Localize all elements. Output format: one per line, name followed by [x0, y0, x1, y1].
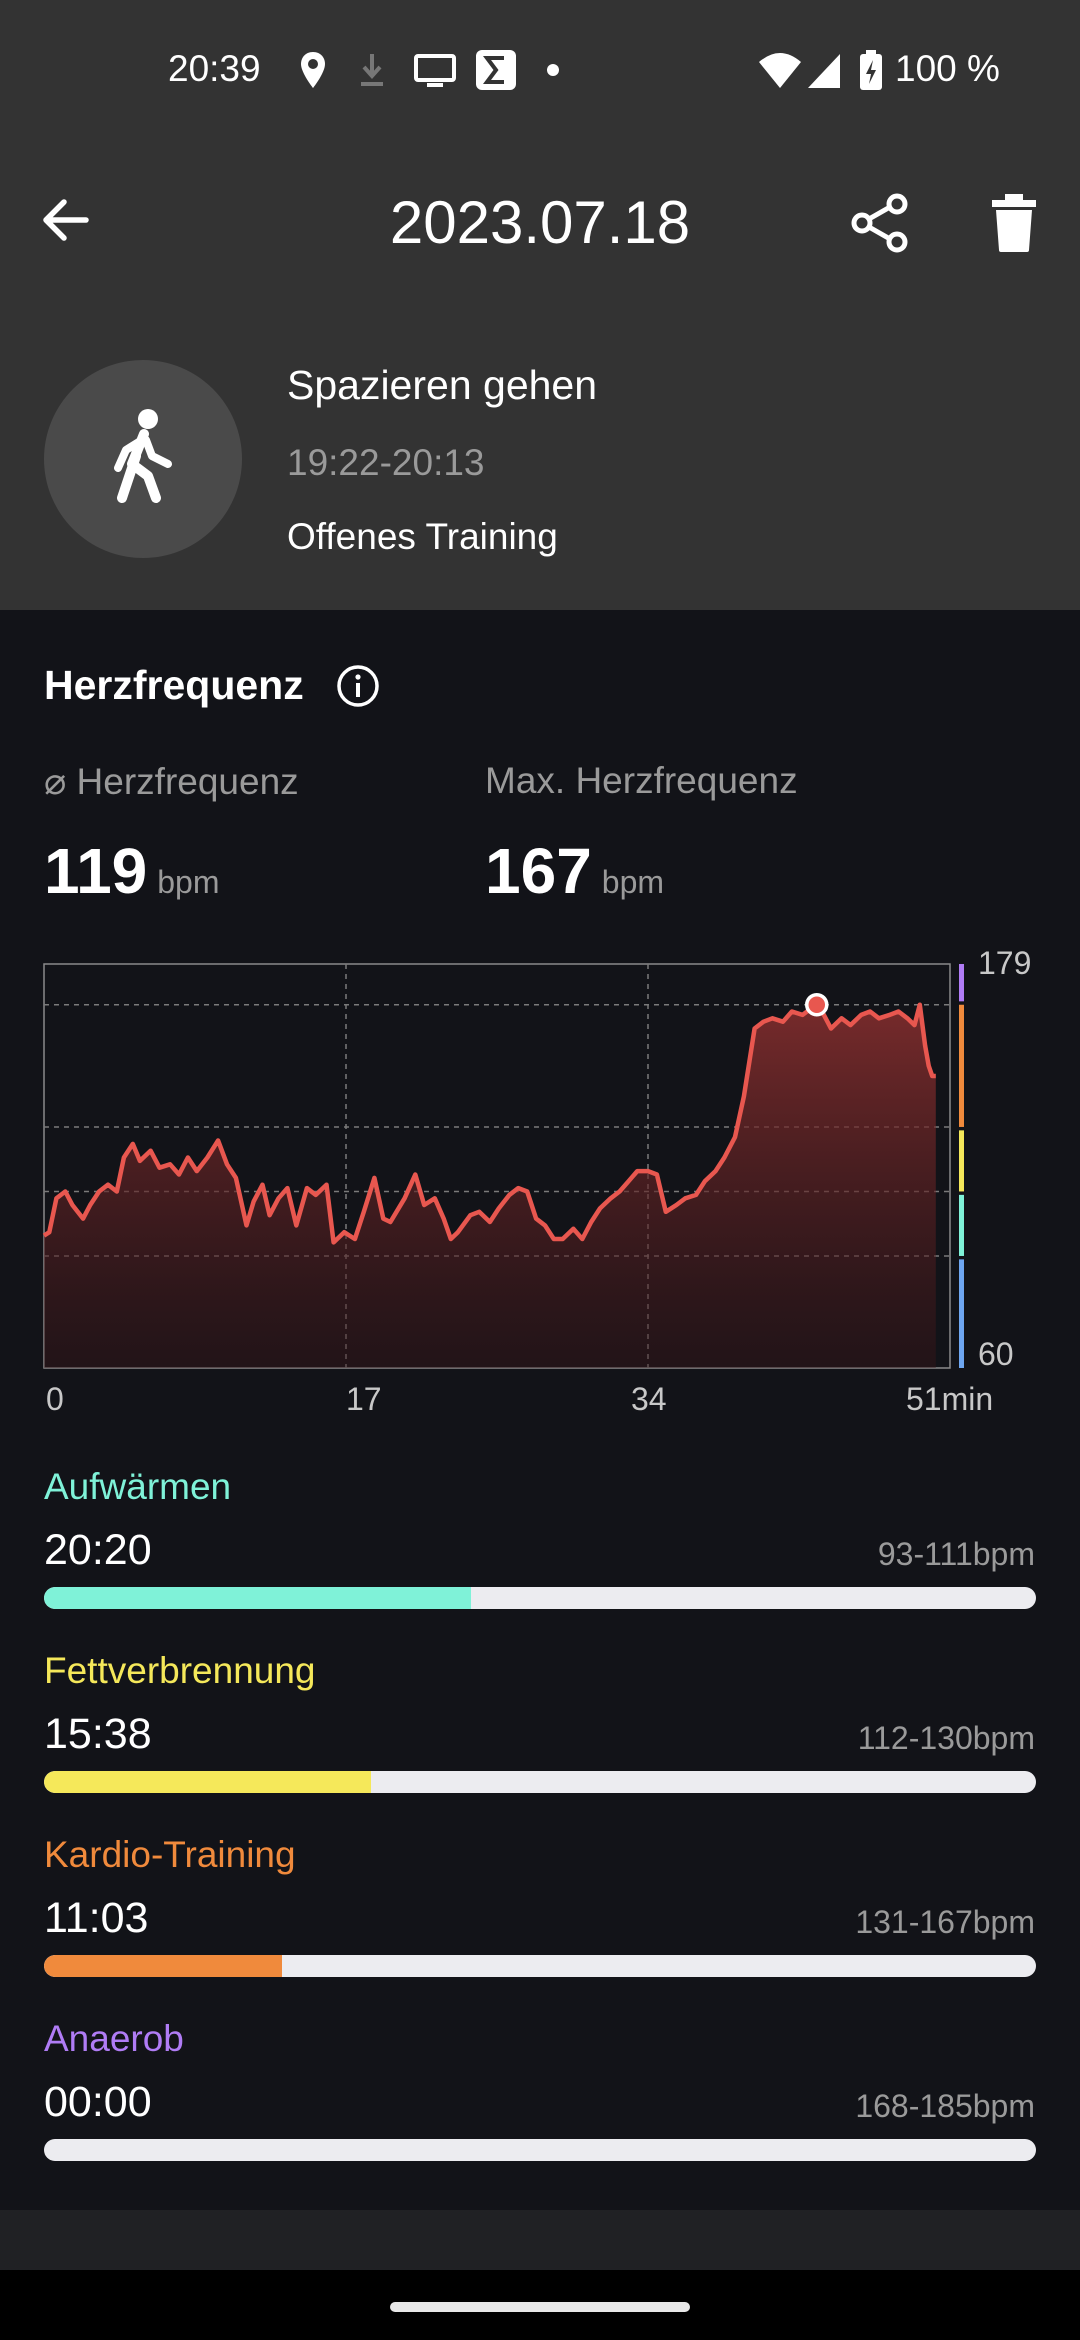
zone-progress-fill: [44, 1771, 372, 1793]
sum-app-icon: [476, 50, 516, 90]
location-icon: [301, 52, 325, 88]
max-heart-rate-value: 167 bpm: [485, 834, 664, 908]
notification-dot-icon: [547, 64, 559, 76]
zone-strip-segment: [959, 1259, 964, 1368]
battery-charging-icon: [860, 50, 882, 90]
avg-heart-rate-label: ⌀ Herzfrequenz: [44, 761, 299, 802]
max-heart-rate-number: 167: [485, 835, 592, 907]
trash-icon[interactable]: [990, 192, 1038, 254]
bottom-area: [0, 2210, 1080, 2270]
zone-progress-bar: [44, 1955, 1036, 1977]
activity-avatar: [44, 360, 242, 558]
download-icon: [361, 54, 383, 86]
max-heart-rate-marker: [805, 992, 829, 1017]
status-time: 20:39: [168, 48, 261, 89]
zone-color-strip: [959, 964, 964, 1368]
heart-rate-line: [42, 1002, 936, 1245]
section-title: Herzfrequenz: [44, 662, 304, 708]
heart-rate-section: [0, 610, 1080, 2210]
zone-label: Kardio-Training: [44, 1834, 296, 1875]
page-title: 2023.07.18: [389, 189, 691, 256]
zone-strip-segment: [959, 964, 964, 1002]
x-tick-label: 51min: [906, 1381, 993, 1417]
zone-progress-fill: [44, 1955, 283, 1977]
zone-range: 93-111bpm: [877, 1536, 1035, 1572]
max-heart-rate-unit: bpm: [601, 864, 665, 900]
activity-type: Offenes Training: [287, 516, 558, 557]
zone-label: Anaerob: [44, 2018, 184, 2059]
zone-progress-bar: [44, 1587, 1036, 1609]
wifi-icon: [759, 53, 801, 88]
home-gesture-pill[interactable]: [390, 2302, 690, 2312]
zone-duration: 20:20: [44, 1526, 152, 1574]
x-tick-label: 34: [631, 1381, 667, 1417]
zone-strip-segment: [959, 1194, 964, 1256]
zone-strip-segment: [959, 1004, 964, 1127]
cast-icon: [414, 54, 456, 87]
zone-progress-bar: [44, 1771, 1036, 1793]
zone-label: Aufwärmen: [44, 1466, 232, 1507]
avg-heart-rate-value: 119 bpm: [44, 834, 220, 908]
walking-person-icon: [114, 409, 172, 503]
zone-duration: 00:00: [44, 2078, 152, 2126]
share-icon[interactable]: [850, 192, 912, 254]
zone-range: 168-185bpm: [855, 2088, 1035, 2124]
zone-progress-fill: [44, 1587, 471, 1609]
max-heart-rate-label: Max. Herzfrequenz: [485, 760, 798, 801]
x-tick-label: 17: [346, 1381, 382, 1417]
heart-rate-chart: 179 60 0 17 34 51min: [42, 950, 1031, 1417]
zone-duration: 11:03: [44, 1894, 149, 1942]
zone-range: 131-167bpm: [855, 1904, 1035, 1940]
activity-name: Spazieren gehen: [287, 362, 598, 408]
avg-heart-rate-unit: bpm: [157, 864, 220, 900]
x-tick-label: 0: [46, 1381, 64, 1417]
zone-strip-segment: [959, 1130, 964, 1192]
status-bar: 20:39 100 %: [0, 0, 1080, 140]
arrow-left-icon[interactable]: [36, 190, 96, 250]
info-icon[interactable]: [336, 664, 380, 708]
zone-range: 112-130bpm: [857, 1720, 1035, 1756]
zone-progress-bar: [44, 2139, 1036, 2161]
activity-time-range: 19:22-20:13: [287, 442, 485, 483]
y-axis-bottom-label: 60: [978, 1336, 1014, 1372]
zone-label: Fettverbrennung: [44, 1650, 316, 1691]
cell-signal-icon: [808, 54, 840, 88]
y-axis-top-label: 179: [978, 950, 1031, 981]
heart-rate-area: [44, 1004, 936, 1368]
avg-heart-rate-number: 119: [44, 835, 148, 907]
zone-duration: 15:38: [44, 1710, 152, 1758]
battery-percentage: 100 %: [895, 48, 1000, 89]
